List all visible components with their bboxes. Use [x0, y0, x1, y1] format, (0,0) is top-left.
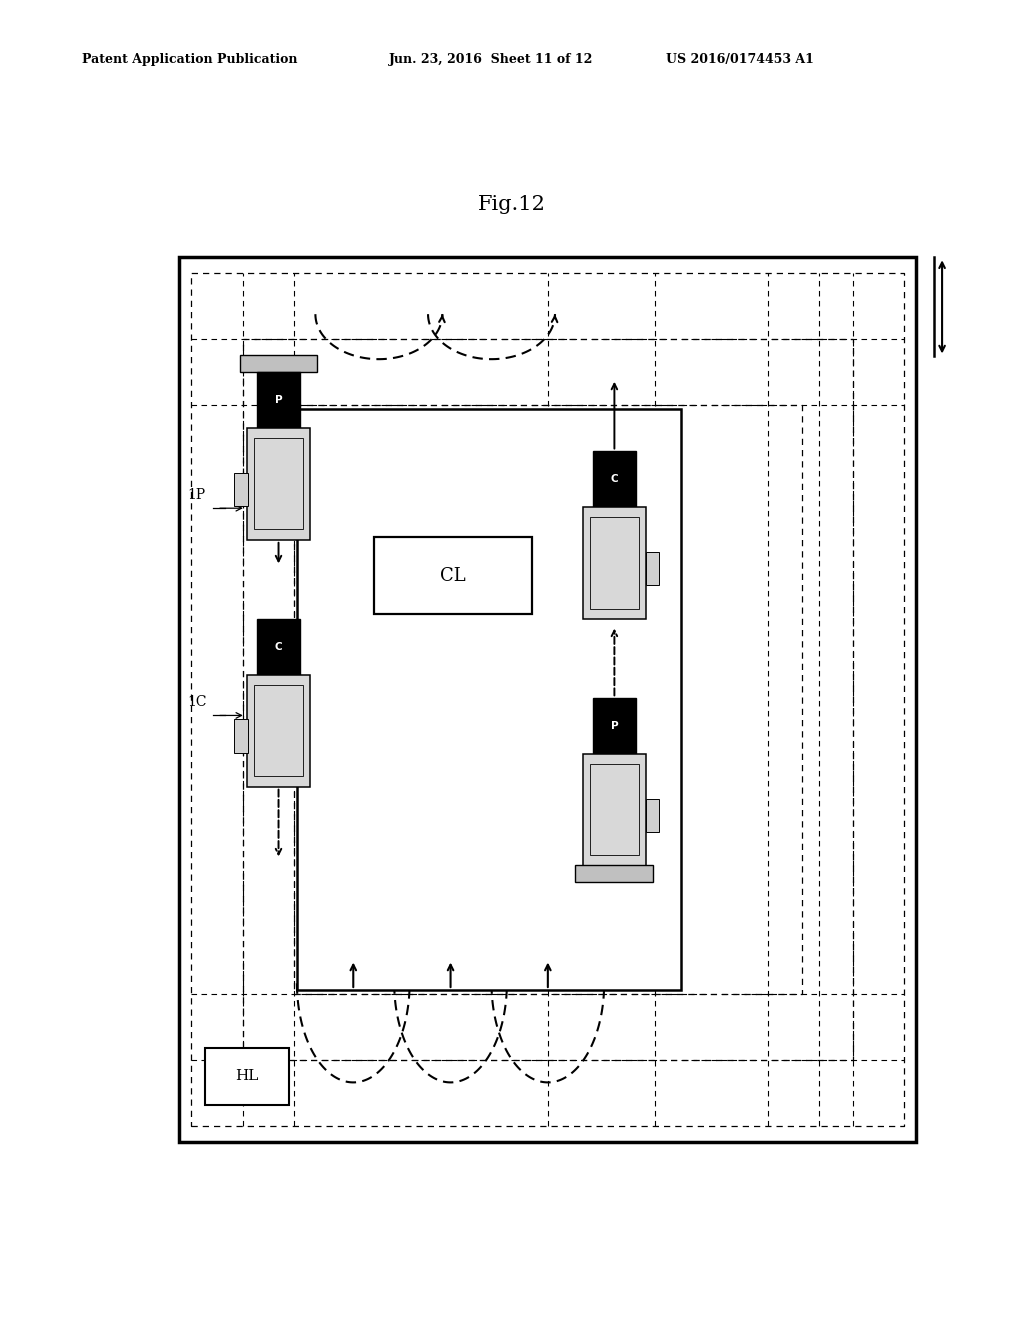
- Text: C: C: [610, 474, 618, 484]
- Bar: [575, 865, 653, 882]
- Bar: [257, 372, 300, 428]
- Bar: [297, 409, 681, 990]
- Bar: [179, 257, 916, 1142]
- Text: Patent Application Publication: Patent Application Publication: [82, 53, 297, 66]
- Bar: [247, 428, 310, 540]
- Text: P: P: [610, 721, 618, 731]
- Bar: [234, 473, 248, 507]
- Text: Fig.12: Fig.12: [478, 195, 546, 214]
- Bar: [374, 537, 532, 614]
- Bar: [590, 764, 639, 855]
- Text: CL: CL: [440, 566, 466, 585]
- Bar: [254, 438, 303, 529]
- Bar: [593, 451, 636, 507]
- Text: C: C: [274, 642, 283, 652]
- Bar: [205, 1048, 289, 1105]
- Text: US 2016/0174453 A1: US 2016/0174453 A1: [666, 53, 813, 66]
- Bar: [646, 799, 659, 832]
- Bar: [583, 754, 646, 866]
- Text: P: P: [274, 395, 283, 405]
- Text: Jun. 23, 2016  Sheet 11 of 12: Jun. 23, 2016 Sheet 11 of 12: [389, 53, 594, 66]
- Bar: [593, 698, 636, 754]
- Bar: [590, 517, 639, 609]
- Bar: [257, 619, 300, 675]
- Bar: [234, 719, 248, 752]
- Text: 1C: 1C: [186, 696, 207, 709]
- Bar: [583, 507, 646, 619]
- Text: HL: HL: [236, 1069, 258, 1084]
- Bar: [254, 685, 303, 776]
- Text: 1P: 1P: [187, 488, 206, 502]
- Bar: [240, 355, 317, 372]
- Bar: [646, 552, 659, 586]
- Bar: [247, 675, 310, 787]
